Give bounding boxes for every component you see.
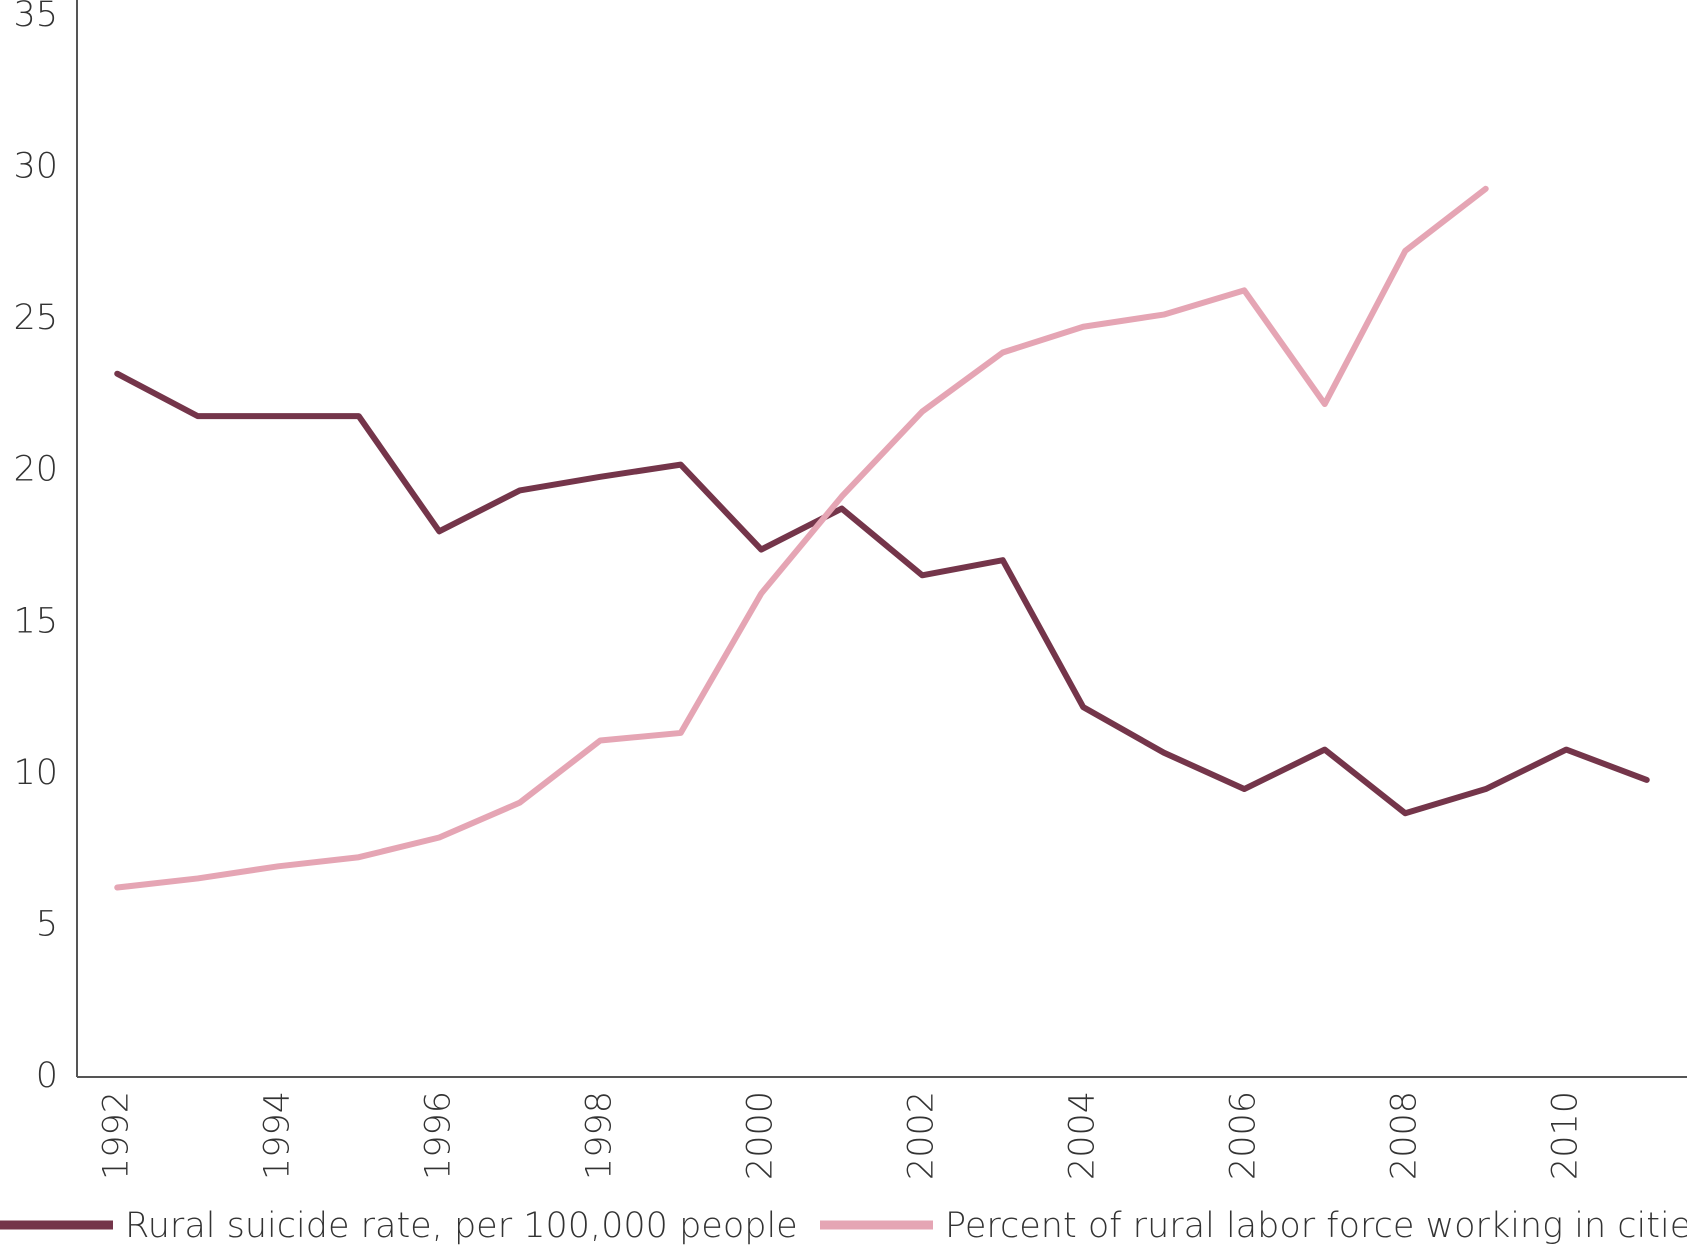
x-tick-label: 1996 (418, 1091, 458, 1180)
x-tick-label: 2006 (1223, 1091, 1263, 1180)
series-line (114, 185, 1489, 891)
x-tick-label: 1998 (579, 1091, 619, 1180)
x-tick-label: 2008 (1384, 1091, 1424, 1180)
y-tick-label: 15 (13, 601, 58, 641)
series-line (114, 370, 1650, 817)
y-tick-label: 0 (36, 1056, 58, 1096)
x-tick-label: 2002 (901, 1091, 941, 1180)
y-tick-label: 20 (13, 450, 58, 490)
y-tick-label: 25 (13, 298, 58, 338)
x-tick-label: 2004 (1062, 1091, 1102, 1180)
x-tick-label: 1992 (96, 1091, 136, 1180)
y-tick-label: 5 (36, 904, 58, 944)
x-tick-label: 2010 (1545, 1091, 1585, 1180)
x-tick-label: 2000 (740, 1091, 780, 1180)
y-tick-label: 10 (13, 753, 58, 793)
legend-label: Percent of rural labor force working in … (945, 1206, 1687, 1246)
y-tick-label: 35 (13, 0, 58, 35)
x-tick-label: 1994 (257, 1091, 297, 1180)
legend-label: Rural suicide rate, per 100,000 people (125, 1206, 798, 1246)
y-tick-label: 30 (13, 147, 58, 187)
